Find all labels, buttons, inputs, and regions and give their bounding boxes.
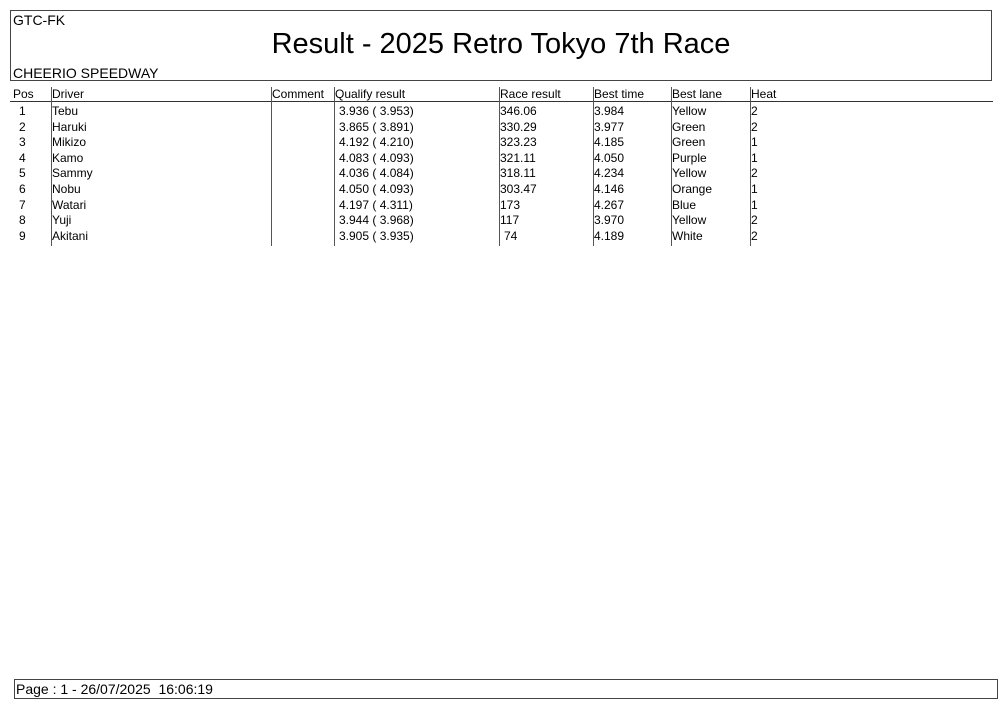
table-cell: 2 — [19, 119, 26, 134]
table-cell: 346.06 — [500, 104, 537, 118]
table-cell: Akitani — [52, 228, 89, 243]
table-cell: 318.11 — [500, 166, 536, 181]
table-cell: Sammy — [52, 166, 93, 181]
column-header: Heat — [751, 87, 777, 101]
table-cell: 6 — [19, 182, 26, 196]
table-cell: 4.036 ( 4.084) — [339, 166, 414, 181]
table-cell: 8 — [19, 213, 26, 228]
table-cell: 1 — [751, 197, 758, 212]
organization: GTC-FK — [13, 12, 66, 28]
table-cell: 1 — [19, 104, 26, 118]
table-cell: Green — [672, 135, 706, 150]
table-cell: Tebu — [52, 104, 79, 118]
table-cell: 3.905 ( 3.935) — [339, 228, 414, 243]
table-cell: Green — [672, 119, 706, 134]
title: Result - 2025 Retro Tokyo 7th Race — [271, 28, 731, 60]
table-cell: Orange — [672, 182, 713, 196]
table-cell: 4.234 — [594, 166, 625, 181]
table-cell: 173 — [500, 197, 521, 212]
table-cell: 117 — [500, 213, 520, 228]
footer-text: Page : 1 - 26/07/2025 16:06:19 — [16, 681, 213, 697]
table-cell: 9 — [19, 228, 26, 243]
table-cell: 2 — [751, 213, 758, 228]
column-header: Best time — [594, 87, 645, 101]
table-cell: 4.083 ( 4.093) — [339, 150, 414, 165]
column-rule — [334, 87, 335, 247]
table-cell: 1 — [751, 135, 758, 150]
table-cell: 330.29 — [500, 119, 537, 134]
table-cell: White — [672, 228, 703, 243]
column-header: Best lane — [672, 87, 723, 101]
table-cell: 4.189 — [594, 228, 625, 243]
table-cell: 4.146 — [594, 182, 625, 196]
table-cell: 2 — [751, 104, 758, 118]
column-rule — [51, 87, 52, 247]
table-cell: 323.23 — [500, 135, 537, 150]
table-cell: 74 — [504, 228, 518, 243]
table-cell: 3.977 — [594, 119, 625, 134]
table-cell: Kamo — [52, 150, 84, 165]
table-cell: 4.267 — [594, 197, 625, 212]
table-cell: 2 — [751, 119, 758, 134]
venue: CHEERIO SPEEDWAY — [13, 65, 159, 81]
table-cell: 3.865 ( 3.891) — [339, 119, 414, 134]
table-cell: 4.192 ( 4.210) — [339, 135, 414, 150]
footer-box — [14, 679, 998, 699]
table-cell: 4.197 ( 4.311) — [339, 197, 413, 212]
table-cell: Yellow — [672, 213, 707, 228]
column-header: Pos — [13, 87, 34, 101]
table-cell: Watari — [52, 197, 87, 212]
header-box — [10, 10, 992, 81]
table-cell: 3.944 ( 3.968) — [339, 213, 414, 228]
table-cell: 4.185 — [594, 135, 625, 150]
table-cell: Yellow — [672, 104, 707, 118]
column-header: Comment — [272, 87, 325, 101]
table-cell: Purple — [672, 150, 707, 165]
table-cell: Nobu — [52, 182, 81, 196]
header-rule — [10, 101, 993, 102]
column-rule — [750, 87, 751, 247]
table-cell: 1 — [751, 182, 758, 196]
column-header: Qualify result — [335, 87, 406, 101]
table-cell: 321.11 — [500, 150, 536, 165]
table-cell: 1 — [751, 150, 758, 165]
table-cell: Yuji — [52, 213, 72, 228]
table-cell: 4.050 ( 4.093) — [339, 182, 414, 196]
column-header: Race result — [500, 87, 561, 101]
table-cell: 3 — [19, 135, 26, 150]
table-cell: Haruki — [52, 119, 87, 134]
table-cell: 3.970 — [594, 213, 625, 228]
table-cell: 4 — [19, 150, 26, 165]
table-cell: 5 — [19, 166, 26, 181]
column-rule — [499, 87, 500, 247]
column-header: Driver — [52, 87, 84, 101]
column-rule — [671, 87, 672, 247]
column-rule — [593, 87, 594, 247]
table-cell: 3.936 ( 3.953) — [339, 104, 414, 118]
table-cell: Mikizo — [52, 135, 87, 150]
table-cell: 303.47 — [500, 182, 537, 196]
table-cell: Yellow — [672, 166, 707, 181]
table-cell: 2 — [751, 166, 758, 181]
table-cell: 2 — [751, 228, 758, 243]
column-rule — [271, 87, 272, 247]
table-cell: 3.984 — [594, 104, 625, 118]
table-cell: Blue — [672, 197, 697, 212]
table-cell: 4.050 — [594, 150, 625, 165]
table-cell: 7 — [19, 197, 26, 212]
